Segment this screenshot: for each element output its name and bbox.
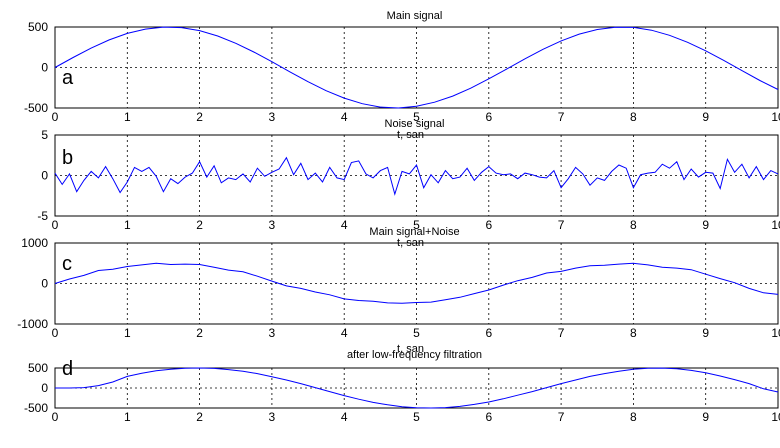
panel-d-xtick: 2 [196,410,203,424]
panel-c-series-line [54,262,779,304]
panel-d-xtick: 10 [771,410,780,424]
panel-d-xtick: 1 [124,410,131,424]
panel-a-series-line [54,26,779,109]
panel-c-xtick: 5 [413,326,420,340]
panel-d-series-line [55,367,779,409]
panel-a-ytick: -500 [24,101,48,115]
panel-c-xtick: 7 [558,326,565,340]
panel-c-xtick: 9 [702,326,709,340]
panel-a-xtick: 9 [702,110,709,124]
panel-a-title: Main signal [387,10,443,22]
panel-b-ytick: 0 [41,169,48,183]
panel-c-xtick: 4 [341,326,348,340]
panel-a-ytick: 0 [41,61,48,75]
panel-b-xtick: 1 [124,218,131,232]
panel-b-xtick: 4 [341,218,348,232]
panel-b-xtick: 6 [485,218,492,232]
panel-c-label: c [62,253,72,275]
panel-d-xtick: 6 [485,410,492,424]
panel-d-label: d [62,358,73,380]
panel-c-xtick: 10 [771,326,780,340]
panel-c-xtick: 2 [196,326,203,340]
panel-b-xtick: 0 [52,218,59,232]
panel-d-ytick: -500 [24,401,48,415]
panel-c: 0 1 2 3 4 5 6 7 8 9 10 -1000 0 1000 Main signal+Noiset… [17,226,780,340]
panel-d-xtick: 3 [269,410,276,424]
panel-c-title: Main signal+Noise [369,226,459,238]
panel-a-xtick: 10 [771,110,780,124]
panel-a-xtick: 7 [558,110,565,124]
panel-b-xtick: 3 [269,218,276,232]
panel-a: 0 1 2 3 4 5 6 7 8 9 10 -500 0 500 Main signal a [24,10,780,124]
panel-a-xtick: 8 [630,110,637,124]
panel-c-ytick: 1000 [21,236,48,250]
panel-c-xtick: 6 [485,326,492,340]
panel-b-xtick: 5 [413,218,420,232]
panel-b-xtick: 8 [630,218,637,232]
panel-d-xtick: 8 [630,410,637,424]
panel-d-title: after low-frequency filtration [347,349,482,361]
panel-d-ytick: 0 [41,381,48,395]
panel-a-xtick: 6 [485,110,492,124]
panel-c-xtick: 8 [630,326,637,340]
panel-a-xtick: 1 [124,110,131,124]
panel-a-xtick: 4 [341,110,348,124]
panel-d-xtick: 9 [702,410,709,424]
panel-a-label: a [62,67,74,89]
panel-a-xtick: 2 [196,110,203,124]
panel-c-xtick: 3 [269,326,276,340]
panel-a-ytick: 500 [28,20,48,34]
panel-d: 0 1 2 3 4 5 6 7 8 9 10 -500 0 500 after low-frequency … [24,343,780,424]
panel-a-xtick: 5 [413,110,420,124]
panel-d-xtick: 0 [52,410,59,424]
panel-b-ytick: 5 [41,128,48,142]
panel-b-series-line [54,156,779,196]
panel-d-xtick: 5 [413,410,420,424]
panel-b-xlabel: t, san [397,129,424,141]
panel-a-xtick: 3 [269,110,276,124]
panel-b-xtick: 2 [196,218,203,232]
panel-b-xtick: 7 [558,218,565,232]
panel-d-xlabel: t, san [397,343,424,355]
panel-a-xtick: 0 [52,110,59,124]
panel-c-ytick: 0 [41,277,48,291]
panel-b-title: Noise signal [385,118,445,130]
panel-b-ytick: -5 [37,209,48,223]
panel-c-xtick: 0 [52,326,59,340]
panel-b-xtick: 10 [771,218,780,232]
panel-d-xtick: 7 [558,410,565,424]
panel-b-xtick: 9 [702,218,709,232]
panel-d-ytick: 500 [28,361,48,375]
panel-c-xtick: 1 [124,326,131,340]
panel-b-axes [54,134,779,217]
panel-c-xlabel: t, san [397,237,424,249]
panel-d-xtick: 4 [341,410,348,424]
panel-b-label: b [62,147,73,169]
panel-c-ytick: -1000 [17,317,48,331]
